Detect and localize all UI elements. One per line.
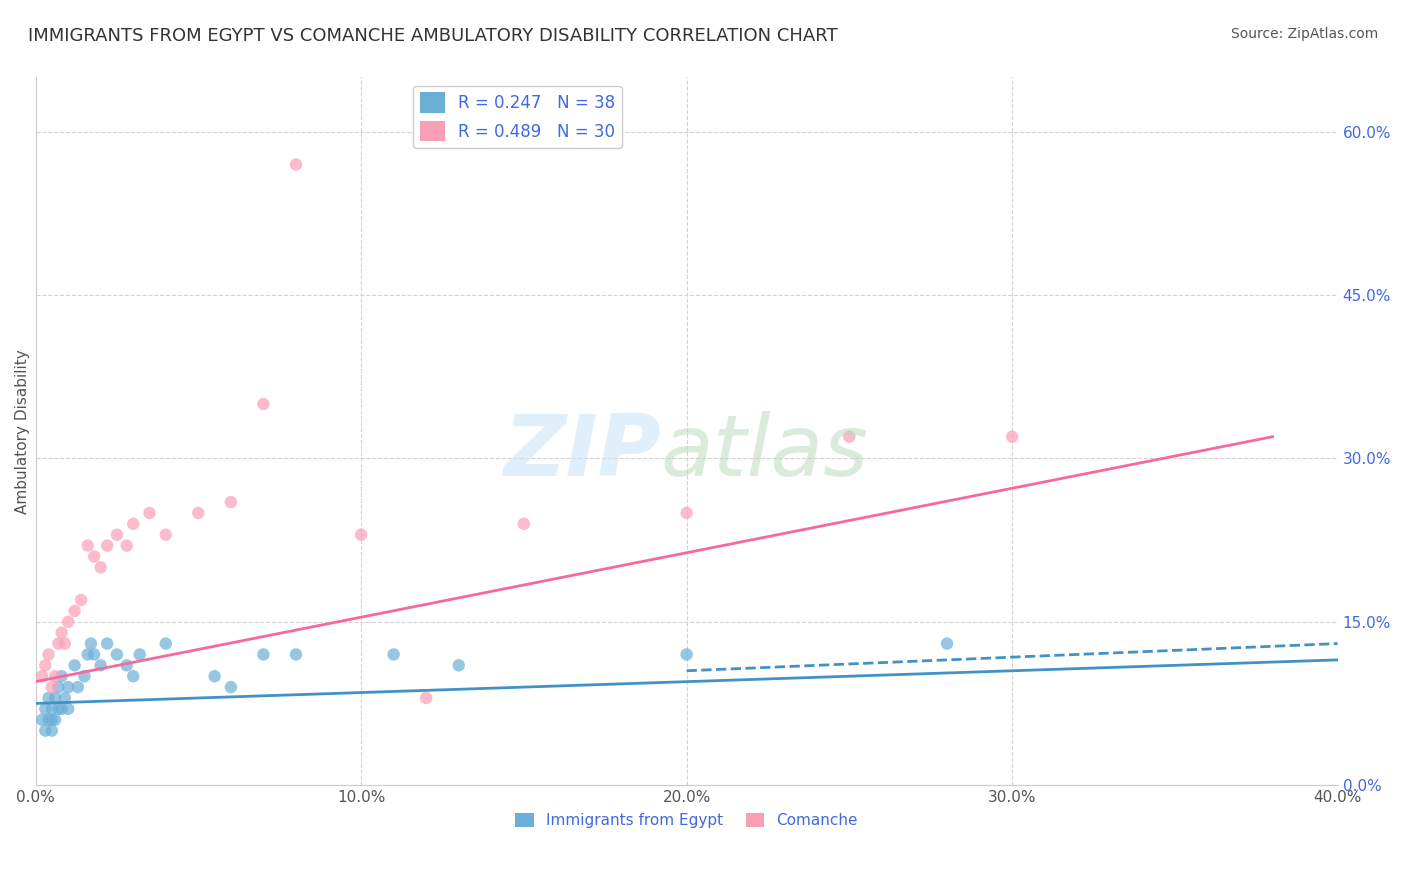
Text: IMMIGRANTS FROM EGYPT VS COMANCHE AMBULATORY DISABILITY CORRELATION CHART: IMMIGRANTS FROM EGYPT VS COMANCHE AMBULA… (28, 27, 838, 45)
Legend: Immigrants from Egypt, Comanche: Immigrants from Egypt, Comanche (509, 806, 865, 834)
Point (105, 648, 128, 662)
Point (44, 713, 66, 727)
Y-axis label: Ambulatory Disability: Ambulatory Disability (15, 349, 30, 514)
Point (513, 516, 536, 531)
Point (46, 702, 69, 716)
Point (96, 539, 118, 553)
Point (46, 680, 69, 694)
Point (219, 680, 242, 694)
Point (34, 658, 56, 673)
Point (70, 593, 93, 607)
Point (51, 625, 73, 640)
Point (105, 527, 128, 541)
Point (66, 680, 89, 694)
Point (38, 691, 60, 706)
Point (56, 702, 79, 716)
Point (675, 648, 697, 662)
Point (51, 669, 73, 683)
Point (56, 680, 79, 694)
Point (41, 702, 63, 716)
Point (53, 636, 76, 650)
Point (285, 157, 308, 171)
Point (76, 648, 98, 662)
Point (838, 430, 860, 444)
Point (415, 691, 437, 706)
Point (219, 495, 242, 509)
Point (34, 702, 56, 716)
Point (51, 702, 73, 716)
Point (63, 658, 86, 673)
Point (675, 506, 697, 520)
Point (34, 723, 56, 738)
Point (252, 648, 274, 662)
Point (155, 527, 177, 541)
Point (90, 560, 112, 574)
Point (187, 506, 209, 520)
Text: atlas: atlas (661, 411, 869, 494)
Point (122, 669, 145, 683)
Point (31, 713, 53, 727)
Point (122, 516, 145, 531)
Point (44, 691, 66, 706)
Point (115, 539, 138, 553)
Point (936, 636, 959, 650)
Point (38, 648, 60, 662)
Point (80, 636, 103, 650)
Point (41, 680, 63, 694)
Text: ZIP: ZIP (503, 411, 661, 494)
Point (382, 648, 405, 662)
Point (41, 723, 63, 738)
Point (350, 527, 373, 541)
Point (285, 648, 308, 662)
Point (204, 669, 226, 683)
Point (96, 636, 118, 650)
Point (83, 648, 105, 662)
Point (73, 669, 96, 683)
Point (76, 539, 98, 553)
Point (63, 604, 86, 618)
Point (115, 658, 138, 673)
Point (138, 506, 160, 520)
Point (38, 713, 60, 727)
Text: Source: ZipAtlas.com: Source: ZipAtlas.com (1230, 27, 1378, 41)
Point (447, 658, 470, 673)
Point (56, 615, 79, 629)
Point (53, 691, 76, 706)
Point (83, 549, 105, 564)
Point (155, 636, 177, 650)
Point (252, 397, 274, 411)
Point (1001, 430, 1024, 444)
Point (46, 636, 69, 650)
Point (128, 648, 150, 662)
Point (31, 669, 53, 683)
Point (90, 658, 112, 673)
Point (44, 669, 66, 683)
Point (41, 713, 63, 727)
